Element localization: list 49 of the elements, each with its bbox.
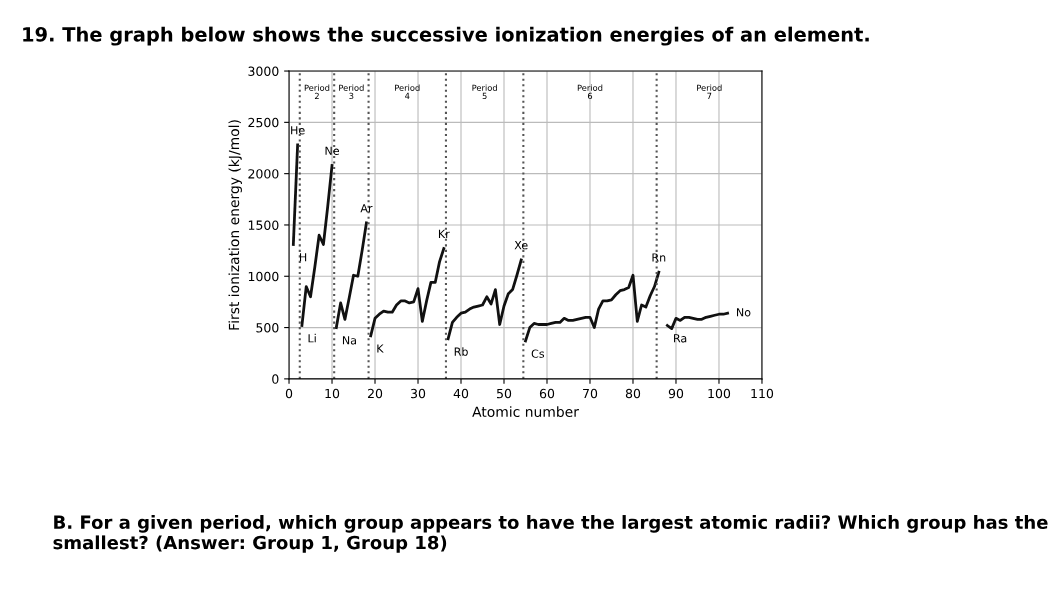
chart-title: 19. The graph below shows the successive ionization energies of an element. (23, 26, 869, 46)
x-tick-label: 30 (411, 388, 426, 399)
x-tick-label: 100 (708, 388, 731, 399)
y-tick-label: 0 (272, 374, 279, 384)
annotation: Period 4 (395, 84, 420, 99)
annotation: Rb (454, 347, 468, 356)
y-tick-label: 3000 (248, 66, 279, 76)
x-tick-label: 70 (583, 388, 598, 399)
annotation: Rn (652, 253, 666, 262)
y-tick-label: 2500 (248, 117, 279, 128)
annotation: Na (342, 336, 356, 345)
line-series (446, 258, 523, 341)
annotation: Xe (514, 241, 528, 250)
x-tick-label: 90 (668, 388, 684, 399)
annotation: Cs (531, 349, 545, 358)
annotation: Ne (325, 146, 339, 155)
annotation: K (377, 344, 384, 353)
y-tick-label: 1500 (248, 220, 279, 230)
line-series (300, 164, 334, 327)
line-series (524, 270, 661, 343)
annotation: Kr (438, 229, 450, 238)
y-tick-label: 500 (256, 323, 279, 333)
x-tick-label: 10 (325, 388, 340, 399)
annotation: Ar (360, 204, 373, 213)
line-series (666, 311, 729, 330)
x-tick-label: 110 (751, 388, 774, 399)
text: B. For a given period, which group appears to have the largest atomic radii? Which group has the smallest? (Answer: Group 1, Group 18) (53, 515, 1048, 553)
annotation: Li (308, 333, 316, 343)
line-series (334, 221, 368, 329)
x-tick-label: 20 (367, 388, 383, 399)
y-tick-label: 1000 (248, 271, 279, 282)
x-tick-label: 40 (453, 388, 469, 399)
x-tick-label: 60 (539, 388, 555, 399)
annotation: Period 5 (472, 84, 497, 100)
y-tick-label: 2000 (248, 169, 279, 179)
line-series (369, 247, 446, 338)
annotation: Period 6 (577, 84, 603, 100)
x-tick-label: 50 (497, 388, 512, 399)
annotation: H (299, 253, 307, 262)
annotation: Period 2 (304, 84, 330, 99)
x-tick-label: 80 (625, 388, 641, 399)
annotation: Period 3 (339, 84, 364, 100)
annotation: Period 7 (697, 84, 722, 99)
annotation: He (291, 126, 305, 135)
annotation: Ra (674, 334, 687, 343)
x-tick-label: 0 (285, 388, 293, 399)
y-axis-title: First ionization energy (kJ/mol) (228, 120, 242, 330)
x-axis-title: Atomic number (472, 406, 579, 418)
annotation: No (737, 308, 751, 317)
